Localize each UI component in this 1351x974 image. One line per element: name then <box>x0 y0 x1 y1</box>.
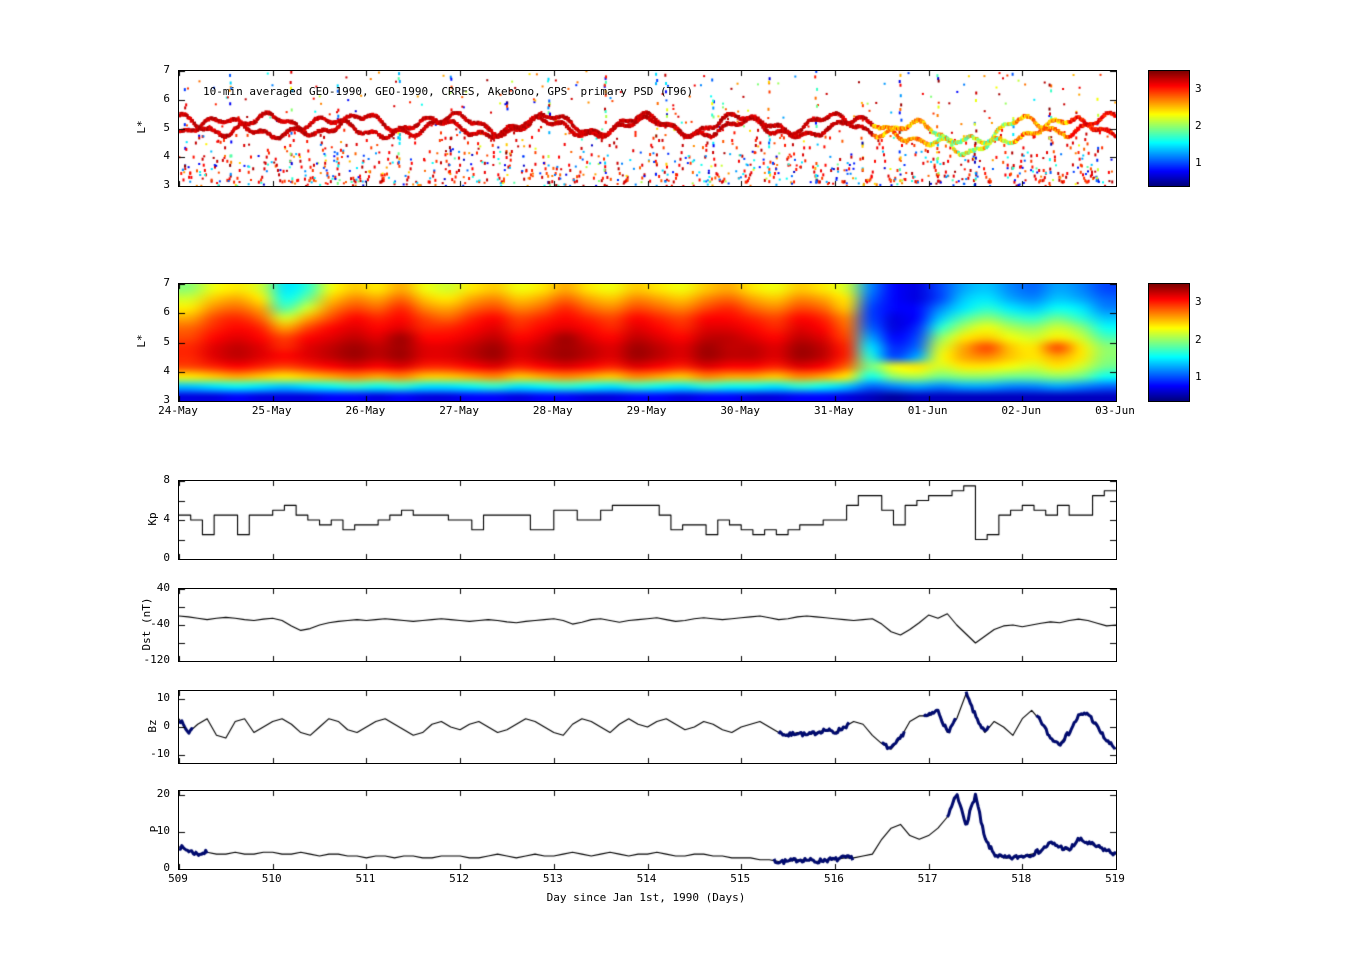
psd-map-colorbar <box>1148 283 1190 402</box>
kp-ylabel: Kp <box>146 512 159 526</box>
y-tick-label: 0 <box>163 551 170 564</box>
y-tick-label: 3 <box>163 178 170 191</box>
y-tick-label: -40 <box>150 617 170 630</box>
y-tick-label: 6 <box>163 305 170 319</box>
y-tick-label: 8 <box>163 473 170 486</box>
y-tick-label: 4 <box>163 512 170 525</box>
colorbar-tick-label: 3 <box>1195 294 1202 308</box>
psd-map-ylabel: L* <box>135 334 148 348</box>
y-tick-label: 0 <box>163 861 170 874</box>
date-tick-label: 31-May <box>814 404 854 417</box>
date-tick-label: 29-May <box>626 404 667 417</box>
psd-title: 10-min averaged GEO-1990, GEO-1990, CRRE… <box>203 85 694 98</box>
x-tick-label: 518 <box>1011 872 1032 885</box>
y-tick-label: 10 <box>156 823 170 837</box>
colorbar-tick-label: 1 <box>1195 370 1202 384</box>
y-tick-label: 40 <box>156 581 170 594</box>
y-tick-label: 6 <box>163 91 170 105</box>
colorbar-tick-label: 3 <box>1195 81 1202 95</box>
bz-ylabel: Bz <box>146 719 159 733</box>
x-tick-label: 511 <box>355 872 376 885</box>
date-tick-label: 03-Jun <box>1095 404 1135 417</box>
date-tick-label: 02-Jun <box>1001 404 1042 417</box>
colorbar-tick-label: 2 <box>1195 332 1202 346</box>
psd-scatter-plot <box>178 70 1117 187</box>
y-tick-label: 5 <box>163 120 170 134</box>
date-tick-label: 24-May <box>158 404 198 417</box>
colorbar-tick-label: 2 <box>1195 118 1202 132</box>
x-tick-label: 513 <box>542 872 563 885</box>
y-tick-label: -10 <box>150 746 170 760</box>
date-tick-label: 25-May <box>251 404 292 417</box>
x-tick-label: 514 <box>636 872 657 885</box>
kp-plot <box>178 480 1117 560</box>
dst-plot <box>178 588 1117 662</box>
x-tick-label: 519 <box>1105 872 1125 885</box>
psd-map-plot <box>178 283 1117 402</box>
y-tick-label: -120 <box>143 653 171 666</box>
p-plot <box>178 790 1117 870</box>
x-tick-label: 512 <box>449 872 470 885</box>
x-tick-label: 515 <box>730 872 751 885</box>
bz-plot <box>178 690 1117 764</box>
x-tick-label: 510 <box>261 872 282 885</box>
xaxis-label: Day since Jan 1st, 1990 (Days) <box>546 891 746 904</box>
date-tick-label: 26-May <box>345 404 386 417</box>
y-tick-label: 3 <box>163 393 170 406</box>
y-tick-label: 20 <box>156 786 170 800</box>
date-tick-label: 01-Jun <box>907 404 948 417</box>
date-tick-label: 27-May <box>439 404 479 417</box>
y-tick-label: 10 <box>156 691 170 705</box>
psd-scatter-ylabel: L* <box>135 120 148 134</box>
y-tick-label: 4 <box>163 363 170 377</box>
date-tick-label: 30-May <box>720 404 761 417</box>
y-tick-label: 4 <box>163 149 170 163</box>
x-tick-label: 509 <box>168 872 188 885</box>
y-tick-label: 7 <box>163 276 170 289</box>
colorbar-tick-label: 1 <box>1195 155 1202 169</box>
y-tick-label: 5 <box>163 334 170 348</box>
x-tick-label: 516 <box>823 872 844 885</box>
date-tick-label: 28-May <box>532 404 573 417</box>
y-tick-label: 7 <box>163 63 170 76</box>
y-tick-label: 0 <box>163 719 170 732</box>
psd-scatter-colorbar <box>1148 70 1190 187</box>
x-tick-label: 517 <box>917 872 938 885</box>
